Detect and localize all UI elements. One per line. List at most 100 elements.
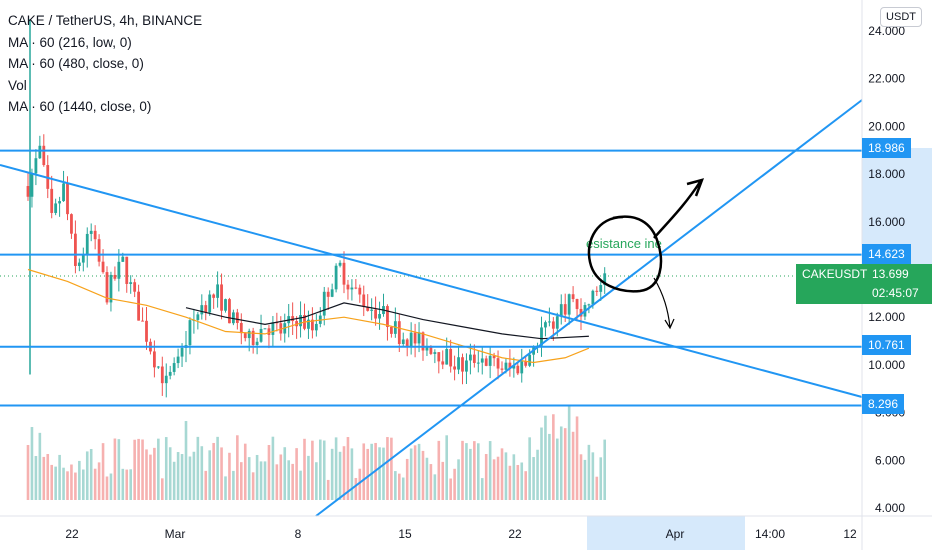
candle-body [599, 285, 603, 292]
descending-trend-line[interactable] [0, 164, 863, 398]
candle-body [386, 306, 389, 327]
y-tick-1: 22.000 [868, 72, 905, 86]
volume-bar [303, 438, 306, 500]
volume-bar [477, 443, 480, 500]
candle-body [334, 265, 338, 290]
volume-bar [520, 462, 524, 500]
volume-bar [342, 446, 346, 500]
volume-bar [70, 464, 73, 500]
legend-indicator-2[interactable]: MA · 60 (480, close, 0) [8, 56, 144, 71]
volume-bar [500, 448, 504, 500]
volume-bar [417, 443, 421, 500]
volume-bar [552, 414, 555, 500]
y-tick-4: 16.000 [868, 215, 905, 229]
candle-body [595, 290, 599, 292]
volume-bar [322, 440, 326, 500]
candle-body [141, 320, 144, 322]
volume-bar [129, 469, 132, 500]
volume-bar [271, 436, 275, 500]
volume-bar [192, 451, 196, 500]
candle-body [129, 282, 133, 284]
candle-body [180, 347, 184, 357]
candle-body [160, 366, 164, 384]
volume-bar [492, 459, 496, 500]
volume-bar [220, 447, 223, 500]
x-tick-7: 12 [843, 527, 857, 541]
candle-body [220, 284, 223, 311]
legend-indicator-1[interactable]: MA · 60 (216, low, 0) [8, 34, 132, 50]
candle-body [255, 341, 259, 345]
candle-body [188, 320, 192, 346]
volume-bar [279, 454, 283, 500]
volume-bar [532, 457, 535, 500]
volume-bar [548, 433, 551, 500]
volume-bar [413, 445, 417, 500]
candle-body [508, 362, 512, 369]
ticker-price: 13.699 [872, 267, 909, 281]
candle-body [528, 354, 532, 366]
candle-body [97, 239, 101, 262]
legend-indicator-3[interactable]: Vol [8, 77, 27, 93]
candle-body [429, 346, 433, 354]
candle-body [216, 284, 219, 298]
candle-body [259, 328, 263, 342]
volume-bar [409, 448, 413, 500]
candle-body [472, 354, 476, 363]
candle-body [85, 233, 89, 256]
y-tick-9: 4.000 [875, 501, 905, 515]
volume-bar [247, 457, 251, 500]
candle-body [575, 299, 579, 309]
ticker-symbol: CAKEUSDT [802, 267, 868, 281]
volume-bar [346, 437, 350, 500]
candle-body [362, 294, 366, 308]
volume-bar [26, 444, 30, 500]
volume-bar [66, 471, 69, 500]
candle-body [548, 321, 551, 323]
candle-body [164, 375, 168, 384]
x-tick-4: 22 [508, 527, 522, 541]
volume-bar [366, 448, 369, 500]
volume-bar [38, 432, 42, 500]
candle-body [105, 272, 109, 303]
volume-bar [240, 462, 243, 500]
volume-bar [141, 439, 144, 500]
volume-bar [579, 454, 583, 500]
candle-body [512, 365, 516, 369]
currency-badge[interactable]: USDT [880, 7, 922, 27]
candle-body [433, 352, 437, 354]
candle-body [413, 332, 417, 344]
volume-bar [121, 468, 125, 500]
candle-body [137, 291, 140, 321]
candle-body [445, 348, 449, 365]
candle-body [504, 362, 508, 370]
volume-bar [113, 438, 117, 500]
time-axis-ticks: 22 Mar 8 15 22 Apr 14:00 12 [65, 527, 857, 541]
candle-body [579, 308, 583, 317]
y-tick-0: 24.000 [868, 24, 905, 38]
volume-bar [461, 440, 464, 500]
candle-body [125, 256, 129, 284]
volume-bar [232, 470, 235, 500]
ascending-trend-line[interactable] [315, 99, 863, 517]
volume-bar [465, 443, 468, 500]
volume-bar [164, 437, 168, 500]
volume-bar [109, 473, 113, 500]
level-label-1: 18.986 [862, 138, 911, 158]
volume-bar [259, 461, 263, 500]
volume-bar [161, 478, 164, 500]
level-label-2: 14.623 [862, 244, 911, 264]
candle-body [62, 183, 65, 202]
volume-bar [429, 464, 433, 500]
horizontal-levels[interactable] [0, 149, 862, 407]
legend-indicator-4[interactable]: MA · 60 (1440, close, 0) [8, 99, 152, 114]
candle-body [563, 304, 567, 315]
candle-body [540, 327, 543, 346]
y-tick-6: 10.000 [868, 358, 905, 372]
volume-bar [354, 477, 358, 500]
candle-body [453, 366, 456, 370]
volume-bar [243, 443, 247, 500]
volume-bar [212, 442, 215, 500]
volume-bar [315, 462, 318, 500]
volume-bar [326, 479, 330, 500]
